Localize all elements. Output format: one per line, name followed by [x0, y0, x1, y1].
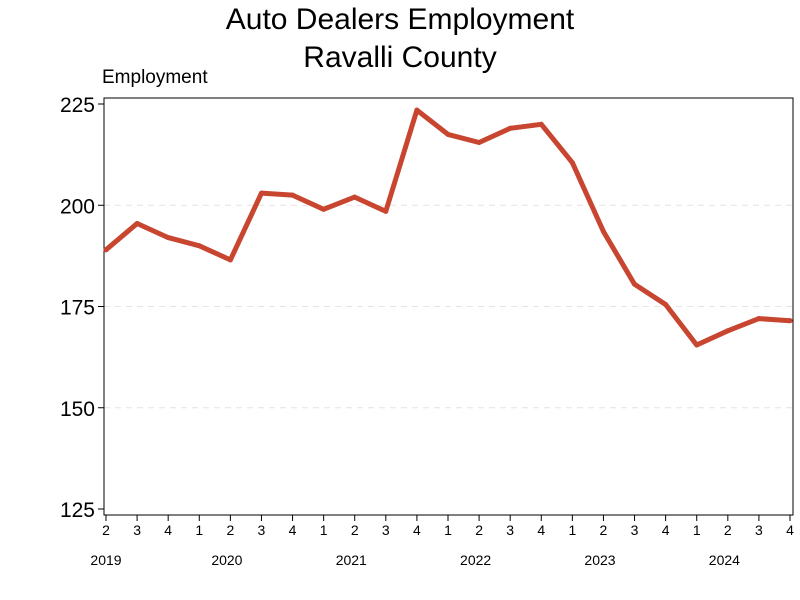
x-tick-label: 1 — [444, 522, 452, 538]
x-tick-label: 2 — [475, 522, 483, 538]
x-tick-label: 2 — [351, 522, 359, 538]
year-label: 2021 — [336, 552, 367, 568]
data-point — [445, 131, 451, 137]
x-tick-label: 1 — [195, 522, 203, 538]
year-label: 2022 — [460, 552, 491, 568]
y-tick-label: 150 — [60, 398, 95, 421]
data-point — [507, 125, 513, 131]
data-point — [725, 328, 731, 334]
year-label: 2019 — [90, 552, 121, 568]
x-tick-label: 3 — [755, 522, 763, 538]
data-point — [134, 220, 140, 226]
x-tick-label: 4 — [662, 522, 670, 538]
data-point — [258, 190, 264, 196]
x-tick-label: 2 — [226, 522, 234, 538]
data-point — [787, 318, 793, 324]
data-point — [383, 208, 389, 214]
data-point — [756, 316, 762, 322]
x-tick-label: 3 — [506, 522, 514, 538]
x-tick-label: 4 — [786, 522, 794, 538]
data-point — [321, 206, 327, 212]
data-point — [663, 301, 669, 307]
x-tick-label: 4 — [164, 522, 172, 538]
y-tick-label: 200 — [60, 195, 95, 218]
year-label: 2023 — [584, 552, 615, 568]
data-point — [569, 160, 575, 166]
x-tick-label: 4 — [413, 522, 421, 538]
x-tick-label: 3 — [631, 522, 639, 538]
y-tick-label: 225 — [60, 94, 95, 117]
y-axis-label: Employment — [102, 67, 208, 88]
x-tick-label: 4 — [537, 522, 545, 538]
x-tick-label: 1 — [693, 522, 701, 538]
series-line — [103, 107, 793, 348]
y-tick-label: 125 — [60, 499, 95, 522]
x-tick-label: 2 — [724, 522, 732, 538]
data-point — [600, 229, 606, 235]
data-point — [352, 194, 358, 200]
data-point — [103, 247, 109, 253]
x-tick-label: 3 — [382, 522, 390, 538]
x-tick-label: 2 — [600, 522, 608, 538]
data-point — [632, 281, 638, 287]
data-point — [538, 121, 544, 127]
y-tick-label: 175 — [60, 297, 95, 320]
data-point — [476, 139, 482, 145]
data-point — [227, 257, 233, 263]
chart-title: Auto Dealers Employment — [225, 3, 575, 36]
x-tick-label: 2 — [102, 522, 110, 538]
x-tick-label: 1 — [320, 522, 328, 538]
year-label: 2024 — [709, 552, 740, 568]
x-tick-label: 4 — [289, 522, 297, 538]
data-point — [414, 107, 420, 113]
data-point — [165, 235, 171, 241]
data-point — [290, 192, 296, 198]
data-point — [196, 243, 202, 249]
x-tick-label: 3 — [133, 522, 141, 538]
x-tick-label: 1 — [568, 522, 576, 538]
chart-subtitle: Ravalli County — [303, 41, 497, 74]
x-tick-label: 3 — [258, 522, 266, 538]
data-point — [694, 342, 700, 348]
year-label: 2020 — [211, 552, 242, 568]
